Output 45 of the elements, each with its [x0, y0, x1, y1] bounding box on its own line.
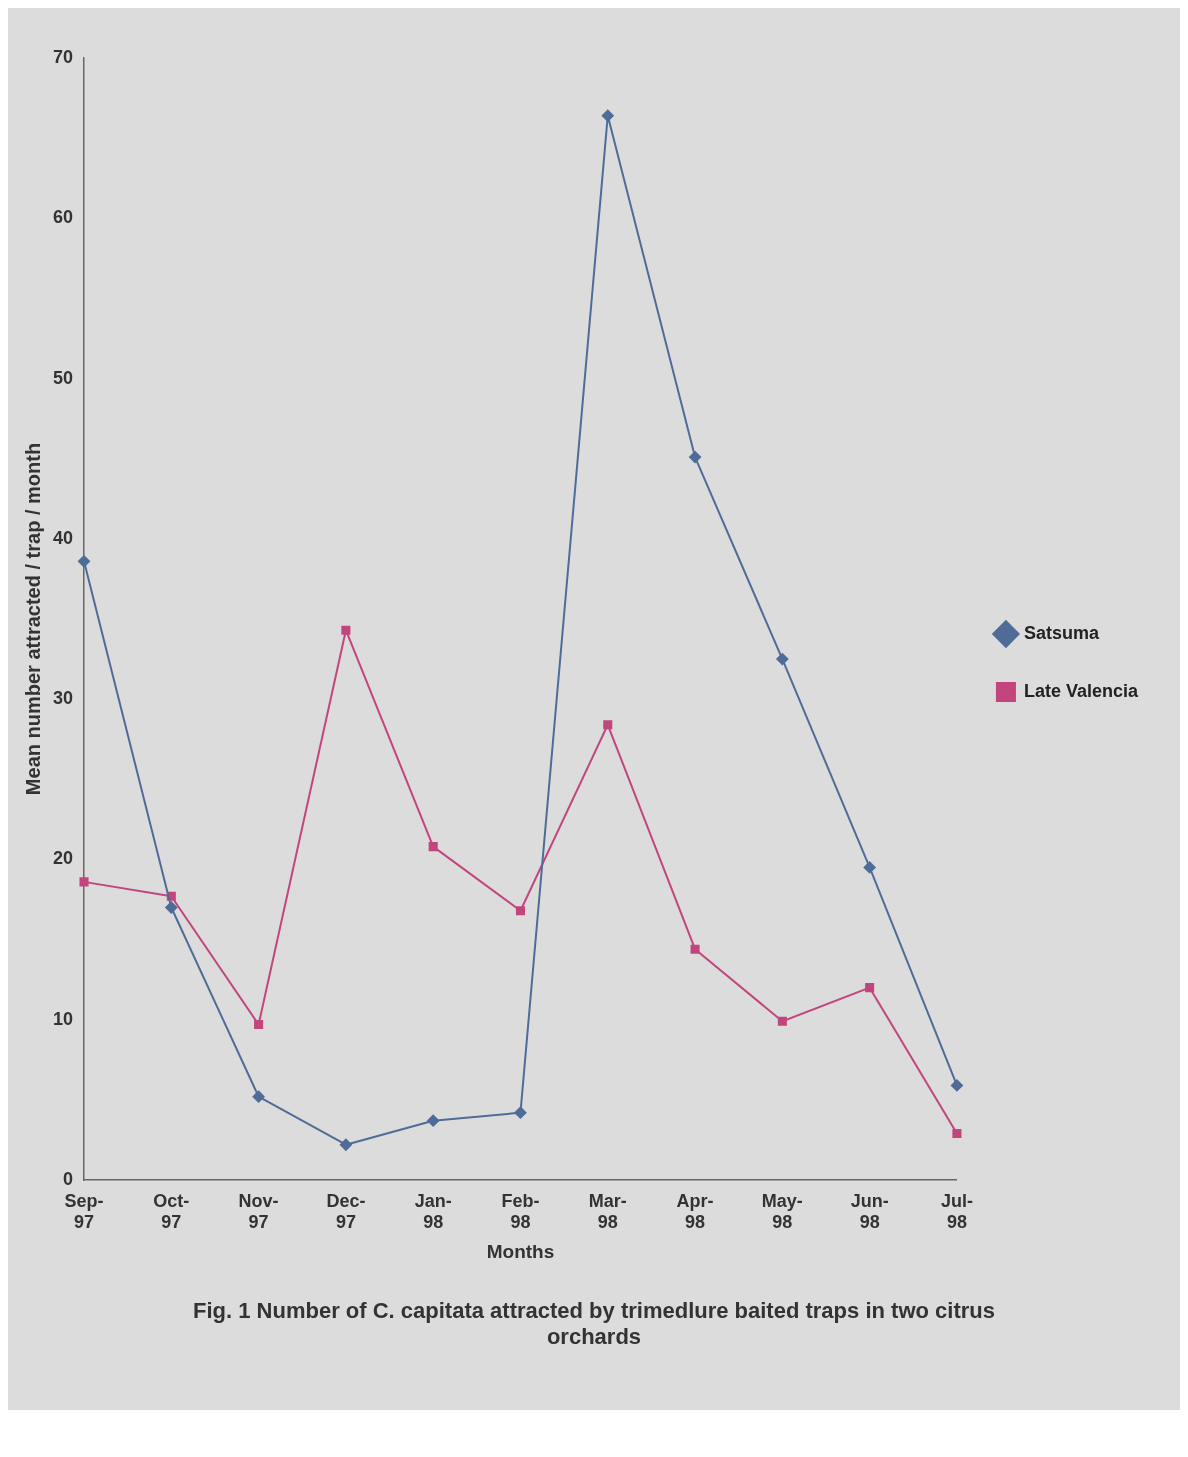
point — [601, 109, 614, 122]
x-tick-label: Jan-98 — [414, 1190, 452, 1233]
legend-label: Late Valencia — [1023, 680, 1139, 701]
point — [252, 1090, 265, 1103]
point — [863, 861, 876, 874]
x-tick-label: Mar-98 — [588, 1190, 627, 1233]
y-tick-label: 20 — [52, 848, 74, 869]
point — [952, 1128, 962, 1139]
point — [427, 1114, 440, 1127]
x-tick-label: Jun-98 — [850, 1190, 889, 1233]
x-tick-label: May-98 — [761, 1190, 803, 1233]
point — [950, 1079, 963, 1092]
y-tick-label: 30 — [52, 688, 74, 709]
x-axis-title: Months — [486, 1240, 555, 1262]
y-tick-label: 60 — [52, 207, 74, 228]
point — [254, 1019, 264, 1030]
x-tick-label: Feb-98 — [501, 1190, 540, 1233]
point — [339, 1138, 352, 1151]
point — [776, 653, 789, 666]
x-tick-label: Sep-97 — [64, 1190, 104, 1233]
point — [514, 1106, 527, 1119]
point — [341, 625, 351, 635]
legend-label: Satsuma — [1023, 622, 1100, 643]
y-tick-label: 50 — [52, 367, 74, 388]
point — [515, 906, 526, 916]
y-axis-title: Mean number attracted / trap / month — [21, 442, 44, 796]
x-tick-label: Oct-97 — [153, 1190, 190, 1233]
x-tick-label: Jul-98 — [940, 1190, 973, 1233]
point — [603, 720, 613, 730]
x-tick-label: Apr-98 — [676, 1190, 714, 1233]
point — [165, 901, 178, 914]
point — [865, 983, 875, 993]
y-tick-label: 40 — [52, 527, 74, 548]
x-tick-label: Nov-97 — [238, 1190, 279, 1233]
point — [428, 842, 438, 852]
point — [79, 877, 89, 887]
text: Fig. 1 Number of C. capitata attracted by trimedlure baited traps in two citrus orchards — [192, 1297, 996, 1350]
point — [690, 944, 700, 954]
point — [689, 451, 702, 464]
point — [78, 555, 91, 568]
point — [777, 1016, 787, 1026]
y-tick-label: 0 — [63, 1168, 74, 1189]
x-tick-label: Dec-97 — [326, 1190, 366, 1233]
y-tick-label: 10 — [52, 1008, 74, 1029]
y-tick-label: 70 — [52, 46, 74, 67]
